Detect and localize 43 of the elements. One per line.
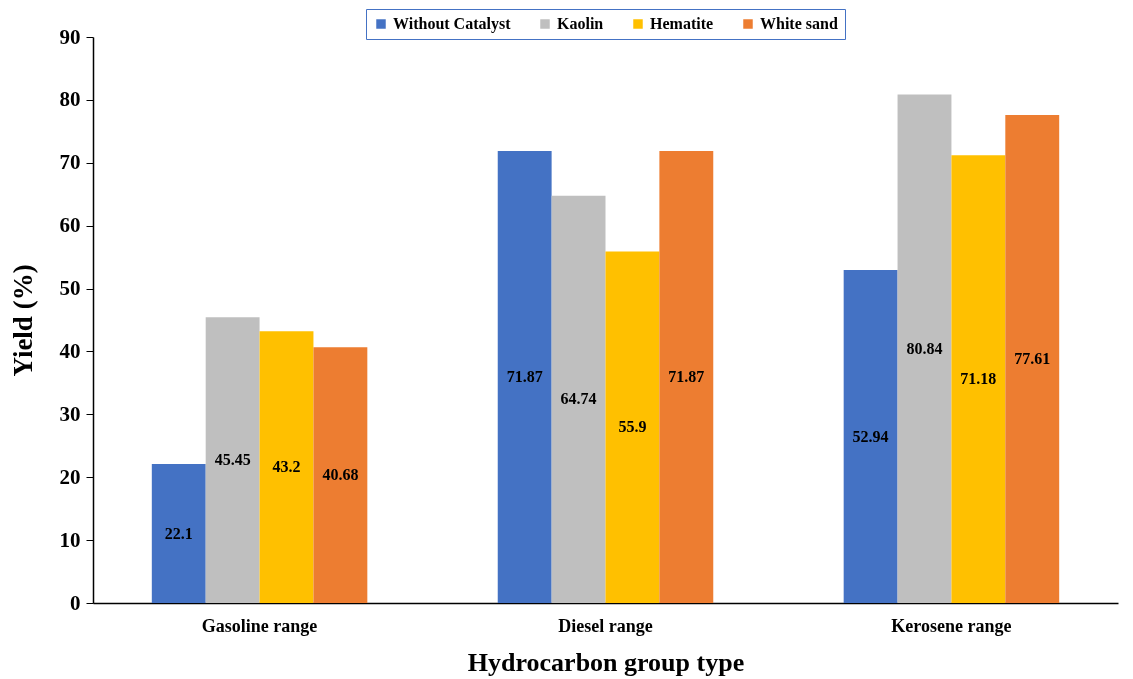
- legend-label: White sand: [760, 15, 838, 32]
- bar: [951, 155, 1006, 603]
- bar: [1005, 114, 1060, 603]
- data-label: 55.9: [618, 418, 647, 436]
- y-tick-label: 20: [59, 464, 81, 489]
- data-label: 22.1: [164, 524, 193, 542]
- legend-label: Hematite: [650, 15, 714, 32]
- legend-label: Without Catalyst: [393, 15, 512, 33]
- bar: [151, 464, 206, 603]
- bar: [259, 331, 314, 603]
- y-tick-label: 30: [59, 401, 81, 426]
- bar: [551, 195, 606, 603]
- y-tick-label: 40: [59, 338, 81, 363]
- data-label: 40.68: [322, 466, 359, 484]
- data-label: 80.84: [906, 339, 943, 357]
- x-axis-title: Hydrocarbon group type: [467, 647, 745, 677]
- y-axis-title: Yield (%): [7, 264, 38, 377]
- y-tick-label: 50: [59, 276, 81, 301]
- data-label: 52.94: [852, 427, 889, 445]
- x-tick-label: Kerosene range: [891, 615, 1012, 636]
- bar: [897, 94, 952, 603]
- y-tick-label: 70: [59, 150, 81, 175]
- bar: [313, 347, 368, 603]
- legend-label: Kaolin: [557, 15, 604, 32]
- data-label: 71.87: [668, 368, 705, 386]
- x-tick-label: Diesel range: [558, 615, 653, 636]
- data-label: 77.61: [1014, 349, 1051, 367]
- y-tick-label: 0: [70, 590, 81, 615]
- data-label: 71.18: [960, 370, 997, 388]
- y-tick-label: 90: [59, 24, 81, 49]
- bar: [205, 317, 260, 603]
- bar: [843, 270, 898, 603]
- data-label: 71.87: [506, 368, 543, 386]
- y-tick-label: 60: [59, 213, 81, 238]
- bar: [659, 151, 714, 603]
- bar: [497, 151, 552, 603]
- bar: [605, 251, 660, 603]
- x-tick-label: Gasoline range: [201, 615, 318, 636]
- data-label: 64.74: [560, 390, 597, 408]
- data-label: 45.45: [214, 451, 251, 469]
- y-tick-label: 10: [59, 527, 81, 552]
- data-label: 43.2: [272, 458, 301, 476]
- y-tick-label: 80: [59, 87, 81, 112]
